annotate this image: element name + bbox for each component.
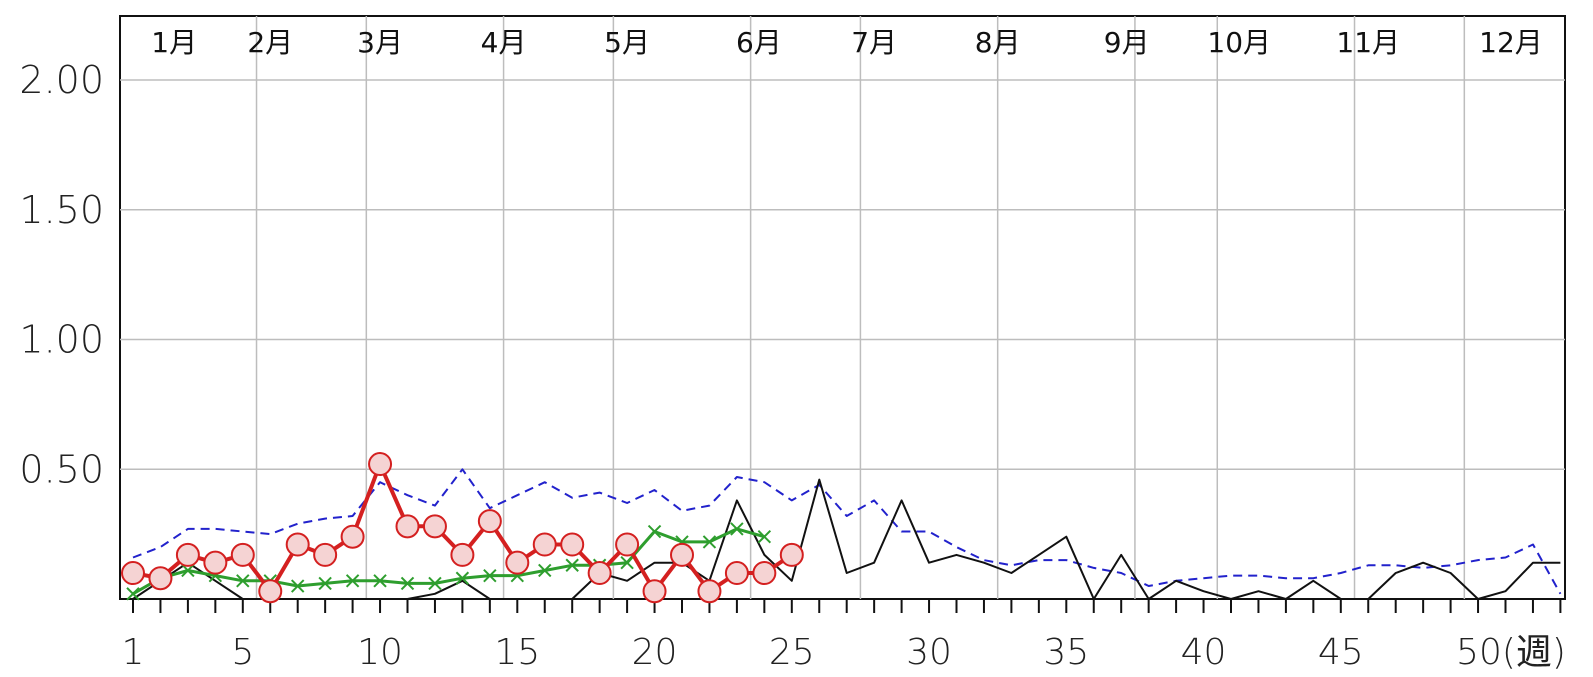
x-marker-stroke: [400, 576, 415, 591]
series-line-black-solid: [132, 478, 1561, 600]
x-marker-stroke: [345, 574, 360, 588]
red-circle-point: [724, 561, 749, 586]
red-circle-point: [560, 532, 585, 557]
green-x-point: [428, 576, 442, 591]
green-x-point: [181, 563, 195, 578]
x-tick-label: 45: [1318, 632, 1364, 673]
month-label: 9月: [1104, 26, 1150, 59]
red-circle-point: [230, 542, 255, 567]
x-marker-stroke: [483, 568, 497, 583]
month-label: 4月: [481, 26, 527, 59]
x-marker-stroke: [181, 563, 195, 578]
red-circle-point: [505, 550, 530, 575]
green-x-point: [620, 555, 634, 570]
green-x-point: [702, 535, 717, 549]
red-circle-point: [203, 550, 228, 575]
month-labels: 1月 2月 3月 4月 5月 6月 7月 8月 9月 10月 11月 12月: [151, 26, 1543, 59]
month-label: 5月: [604, 26, 650, 59]
red-circle-point: [697, 579, 722, 604]
red-circle-point: [368, 452, 393, 477]
x-marker-stroke: [702, 535, 717, 549]
green-x-point: [565, 558, 579, 572]
x-marker-stroke: [428, 576, 442, 591]
x-tick-label: 5: [231, 632, 254, 673]
x-marker-stroke: [455, 571, 470, 585]
month-label: 3月: [357, 26, 403, 59]
red-circle-point: [642, 579, 667, 604]
y-tick-label: 2.00: [19, 58, 104, 102]
month-label: 6月: [736, 26, 782, 59]
red-circle-point: [450, 542, 475, 567]
x-marker-stroke: [126, 587, 140, 601]
x-axis-labels: 1 5 10 15 20 25 30 35 40 45 50(週): [122, 632, 1566, 673]
x-marker-stroke: [290, 579, 305, 593]
x-marker-stroke: [538, 563, 552, 578]
x-marker-stroke: [730, 522, 744, 536]
red-circle-point: [285, 532, 310, 557]
red-circle-point: [258, 579, 283, 604]
x-marker-stroke: [565, 558, 579, 572]
red-circle-point: [175, 542, 200, 567]
green-x-point: [538, 563, 552, 578]
x-marker-stroke: [647, 524, 662, 539]
x-tick-label: 30: [906, 632, 952, 673]
red-circle-point: [779, 542, 804, 567]
x-tick-label: 40: [1181, 632, 1227, 673]
green-x-point: [757, 530, 772, 544]
green-x-point: [345, 574, 360, 588]
x-tick-label: 20: [632, 632, 678, 673]
green-x-point: [400, 576, 415, 591]
red-circle-point: [340, 524, 365, 549]
red-circle-point: [587, 561, 612, 586]
green-x-point: [647, 524, 662, 539]
red-circle-point: [615, 532, 640, 557]
month-label: 7月: [851, 26, 897, 59]
red-circle-point: [148, 566, 173, 591]
x-marker-stroke: [236, 574, 250, 588]
x-marker-stroke: [318, 576, 332, 591]
month-label: 10月: [1207, 26, 1271, 59]
x-tick-label: 1: [122, 632, 145, 673]
y-tick-label: 1.50: [19, 188, 104, 232]
x-marker-stroke: [757, 530, 772, 544]
x-marker-stroke: [620, 555, 634, 570]
gridlines: [120, 16, 1565, 599]
green-x-point: [318, 576, 332, 591]
x-tick-label: 15: [494, 632, 540, 673]
green-x-point: [126, 587, 140, 601]
y-tick-label: 1.00: [19, 318, 104, 362]
week-tick-marks: [132, 599, 1562, 613]
series-line-green-x: [132, 527, 765, 596]
series-group: [121, 452, 1562, 604]
y-axis-labels: 2.00 1.50 1.00 0.50: [19, 58, 104, 491]
x-marker-stroke: [373, 574, 387, 588]
red-circle-point: [121, 561, 145, 586]
green-x-point: [373, 574, 387, 588]
red-circle-point: [532, 532, 557, 557]
green-x-point: [236, 574, 250, 588]
y-tick-label: 0.50: [19, 447, 104, 491]
month-label: 1月: [151, 26, 197, 59]
red-circle-point: [313, 542, 338, 567]
plot-background: [119, 15, 1566, 600]
green-x-point: [730, 522, 744, 536]
x-tick-label: 25: [769, 632, 815, 673]
month-label: 11月: [1336, 26, 1400, 59]
x-tick-label: 10: [357, 632, 403, 673]
green-x-point: [290, 579, 305, 593]
green-x-point: [483, 568, 497, 583]
x-tick-label: 35: [1043, 632, 1089, 673]
red-circle-point: [477, 509, 502, 534]
month-label: 12月: [1479, 26, 1543, 59]
month-label: 2月: [247, 26, 293, 59]
x-tick-label: 50(週): [1456, 632, 1566, 673]
month-label: 8月: [975, 26, 1021, 59]
red-circle-point: [422, 514, 447, 539]
red-circle-point: [395, 514, 420, 539]
red-circle-point: [752, 561, 777, 586]
green-x-point: [455, 571, 470, 585]
red-circle-point: [670, 542, 694, 567]
